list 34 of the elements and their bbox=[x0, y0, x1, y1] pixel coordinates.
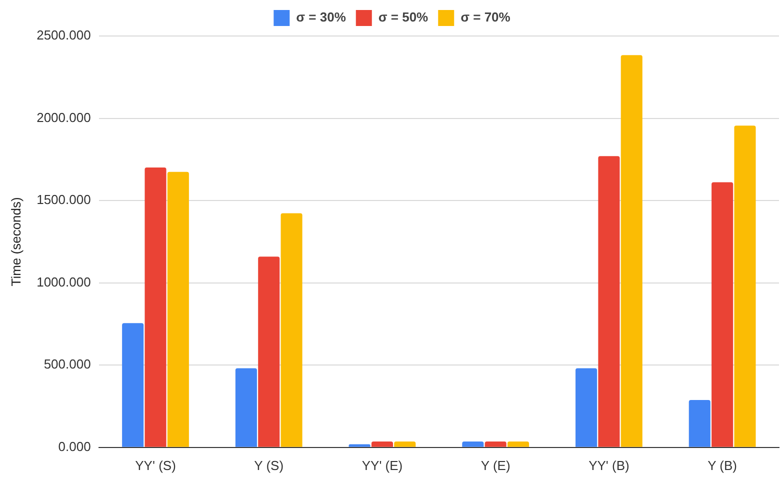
bar bbox=[576, 368, 598, 447]
legend-label: σ = 70% bbox=[460, 10, 511, 25]
bar bbox=[258, 256, 280, 447]
bar bbox=[598, 156, 620, 447]
bar bbox=[167, 172, 189, 447]
bar bbox=[507, 441, 530, 447]
x-tick-label: Y (S) bbox=[254, 458, 284, 473]
bar bbox=[734, 126, 756, 447]
bar bbox=[620, 55, 642, 447]
bar bbox=[235, 368, 257, 447]
bar bbox=[371, 441, 393, 447]
bar bbox=[144, 167, 166, 447]
x-tick-label: YY' (B) bbox=[588, 458, 630, 473]
y-tick-label: 2500.000 bbox=[36, 28, 91, 43]
y-tick-label: 0.000 bbox=[58, 438, 91, 454]
bar bbox=[280, 213, 302, 447]
y-tick-label: 2000.000 bbox=[36, 110, 91, 125]
bar bbox=[348, 444, 370, 447]
y-tick-label: 1000.000 bbox=[36, 274, 91, 290]
x-tick-label: Y (B) bbox=[708, 458, 738, 473]
x-tick-label: Y (E) bbox=[480, 458, 510, 473]
x-tick-label: YY' (S) bbox=[135, 458, 176, 473]
bar bbox=[688, 400, 710, 447]
bar bbox=[484, 441, 506, 447]
bar bbox=[712, 182, 734, 447]
y-axis-title: Time (seconds) bbox=[8, 197, 24, 286]
y-tick-label: 500.000 bbox=[44, 356, 91, 372]
bar bbox=[122, 323, 144, 447]
bar bbox=[394, 441, 416, 447]
x-tick-label: YY' (E) bbox=[362, 458, 403, 473]
bar bbox=[462, 441, 484, 447]
y-tick-label: 1500.000 bbox=[36, 192, 91, 208]
legend-label: σ = 50% bbox=[378, 10, 429, 25]
legend-label: σ = 30% bbox=[296, 10, 346, 25]
